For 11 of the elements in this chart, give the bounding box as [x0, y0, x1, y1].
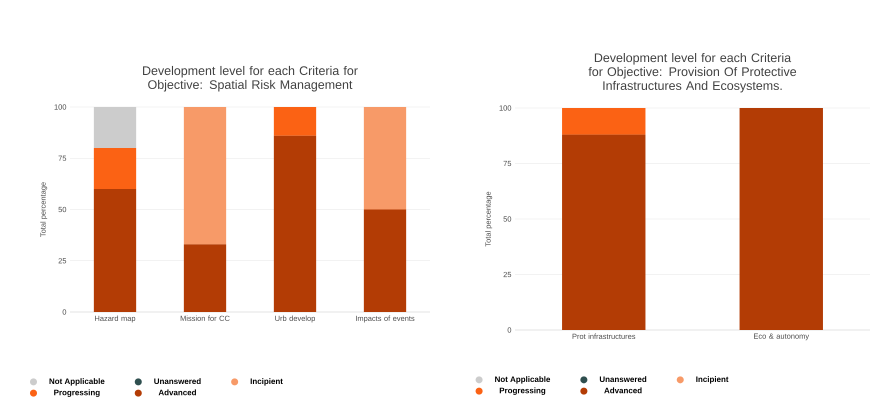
bar: [184, 244, 226, 312]
chart-title: Development level for each Criteria for Objective: Provision Of Protective Infrastructures And Ecosystems.: [588, 52, 796, 92]
bar: [94, 188, 136, 312]
bar: [274, 136, 316, 312]
bar: [94, 106, 136, 148]
chart-title: Development level for each Criteria for Objective: Spatial Risk Management: [143, 66, 358, 92]
bar: [94, 148, 136, 189]
bar: [274, 106, 316, 136]
bar: [364, 210, 406, 312]
bar: [184, 106, 226, 244]
bar: [364, 106, 406, 210]
